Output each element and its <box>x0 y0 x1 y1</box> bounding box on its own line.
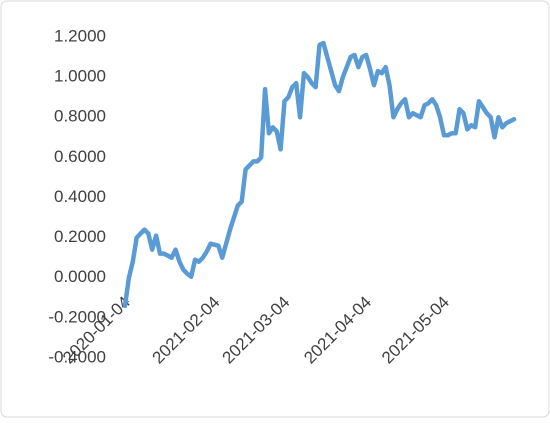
y-tick-label: 1.0000 <box>54 67 106 86</box>
y-tick-label: 1.2000 <box>54 26 106 45</box>
y-tick-label: -0.4000 <box>48 347 106 366</box>
y-tick-label: 0.6000 <box>54 147 106 166</box>
y-tick-label: 0.0000 <box>54 267 106 286</box>
y-tick-label: -0.2000 <box>48 307 106 326</box>
y-tick-label: 0.2000 <box>54 227 106 246</box>
y-tick-label: 0.4000 <box>54 187 106 206</box>
y-tick-label: 0.8000 <box>54 107 106 126</box>
line-series <box>122 40 517 309</box>
